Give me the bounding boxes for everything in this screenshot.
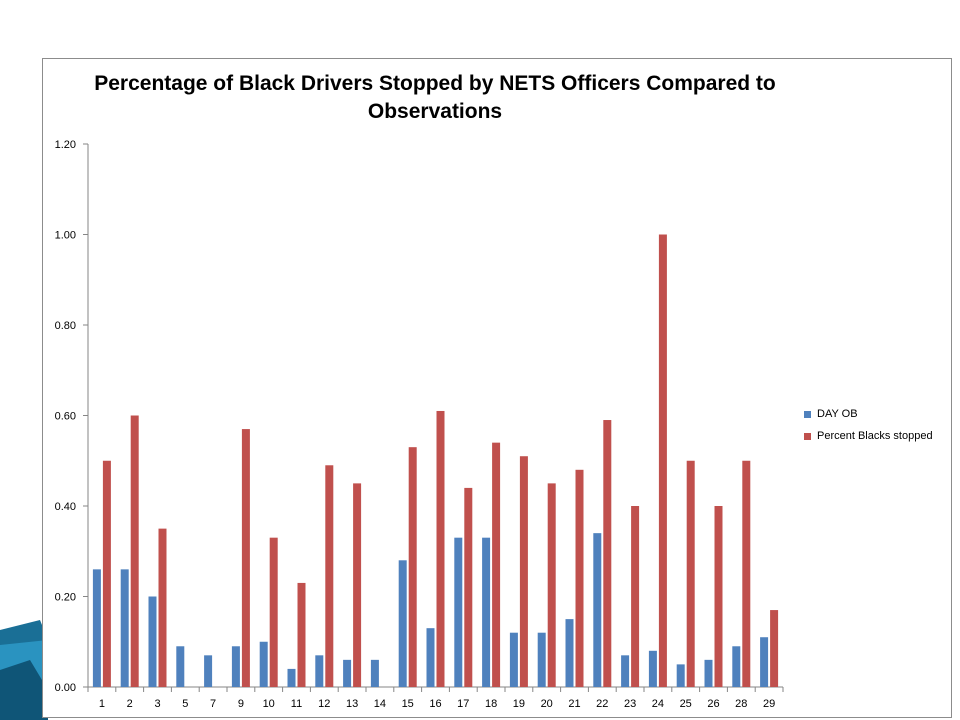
bar-percent-blacks-stopped xyxy=(158,528,167,687)
bar-day-ob xyxy=(343,659,352,687)
legend-swatch-percent-blacks-stopped xyxy=(804,432,811,440)
legend-item-day-ob: DAY OB xyxy=(804,403,933,425)
bar-day-ob xyxy=(176,646,185,687)
bar-percent-blacks-stopped xyxy=(631,506,640,687)
y-tick-label: 0.00 xyxy=(55,682,76,694)
x-tick-label: 9 xyxy=(238,698,244,710)
bar-percent-blacks-stopped xyxy=(742,460,751,687)
x-tick-label: 21 xyxy=(568,698,580,710)
bar-day-ob xyxy=(732,646,741,687)
x-tick-label: 15 xyxy=(402,698,414,710)
legend: DAY OB Percent Blacks stopped xyxy=(804,403,933,447)
corner-decoration xyxy=(0,620,48,720)
bar-percent-blacks-stopped xyxy=(575,469,584,687)
bar-percent-blacks-stopped xyxy=(519,456,528,687)
bar-day-ob xyxy=(92,569,101,687)
bar-day-ob xyxy=(287,668,296,687)
bar-percent-blacks-stopped xyxy=(603,420,612,687)
x-tick-label: 10 xyxy=(263,698,275,710)
bar-percent-blacks-stopped xyxy=(492,442,501,687)
x-tick-label: 11 xyxy=(291,698,302,710)
x-tick-label: 19 xyxy=(513,698,525,710)
x-tick-label: 20 xyxy=(541,698,553,710)
bar-percent-blacks-stopped xyxy=(241,429,250,687)
bar-percent-blacks-stopped xyxy=(547,483,556,687)
bar-day-ob xyxy=(676,664,685,687)
chart-title: Percentage of Black Drivers Stopped by N… xyxy=(94,72,776,123)
bar-day-ob xyxy=(704,659,713,687)
bar-percent-blacks-stopped xyxy=(102,460,111,687)
bar-day-ob xyxy=(621,655,630,687)
bar-percent-blacks-stopped xyxy=(353,483,362,687)
x-tick-label: 5 xyxy=(182,698,188,710)
y-tick-label: 1.00 xyxy=(55,230,76,242)
bar-day-ob xyxy=(509,632,518,687)
bar-day-ob xyxy=(315,655,324,687)
legend-swatch-day-ob xyxy=(804,410,811,418)
x-tick-label: 7 xyxy=(210,698,216,710)
bar-day-ob xyxy=(204,655,213,687)
bar-percent-blacks-stopped xyxy=(714,506,723,687)
bar-day-ob xyxy=(398,560,407,687)
x-tick-label: 3 xyxy=(154,698,160,710)
x-tick-label: 23 xyxy=(624,698,636,710)
x-tick-label: 26 xyxy=(707,698,719,710)
x-tick-label: 16 xyxy=(429,698,441,710)
y-tick-label: 0.20 xyxy=(55,592,76,604)
bar-percent-blacks-stopped xyxy=(464,487,473,687)
bar-day-ob xyxy=(648,650,657,687)
x-tick-label: 12 xyxy=(318,698,330,710)
x-tick-label: 22 xyxy=(596,698,608,710)
x-tick-label: 1 xyxy=(99,698,105,710)
y-tick-label: 0.40 xyxy=(55,501,76,513)
x-tick-label: 28 xyxy=(735,698,747,710)
bar-percent-blacks-stopped xyxy=(436,410,445,687)
legend-label-day-ob: DAY OB xyxy=(817,408,858,420)
bar-day-ob xyxy=(537,632,546,687)
bar-day-ob xyxy=(148,596,157,687)
bar-day-ob xyxy=(593,533,602,687)
x-tick-label: 18 xyxy=(485,698,497,710)
bar-percent-blacks-stopped xyxy=(686,460,695,687)
x-tick-label: 2 xyxy=(127,698,133,710)
bar-percent-blacks-stopped xyxy=(770,610,779,687)
x-tick-label: 29 xyxy=(763,698,775,710)
bar-percent-blacks-stopped xyxy=(408,447,417,687)
bar-percent-blacks-stopped xyxy=(130,415,139,687)
bar-day-ob xyxy=(565,619,574,687)
bar-day-ob xyxy=(760,637,769,687)
bar-day-ob xyxy=(482,537,491,687)
x-tick-label: 13 xyxy=(346,698,358,710)
legend-label-percent-blacks-stopped: Percent Blacks stopped xyxy=(817,430,933,442)
y-tick-label: 1.20 xyxy=(55,139,76,151)
bar-percent-blacks-stopped xyxy=(658,234,667,687)
bar-day-ob xyxy=(426,628,435,687)
bar-day-ob xyxy=(231,646,240,687)
bar-day-ob xyxy=(370,659,379,687)
bar-percent-blacks-stopped xyxy=(297,582,306,687)
bar-percent-blacks-stopped xyxy=(269,537,278,687)
x-tick-label: 17 xyxy=(457,698,469,710)
legend-item-percent-blacks-stopped: Percent Blacks stopped xyxy=(804,425,933,447)
x-tick-label: 24 xyxy=(652,698,664,710)
bar-day-ob xyxy=(120,569,129,687)
bar-percent-blacks-stopped xyxy=(325,465,334,687)
bar-day-ob xyxy=(454,537,463,687)
bar-day-ob xyxy=(259,641,268,687)
x-tick-label: 14 xyxy=(374,698,386,710)
y-tick-label: 0.80 xyxy=(55,320,76,332)
x-tick-label: 25 xyxy=(680,698,692,710)
y-tick-label: 0.60 xyxy=(55,411,76,423)
